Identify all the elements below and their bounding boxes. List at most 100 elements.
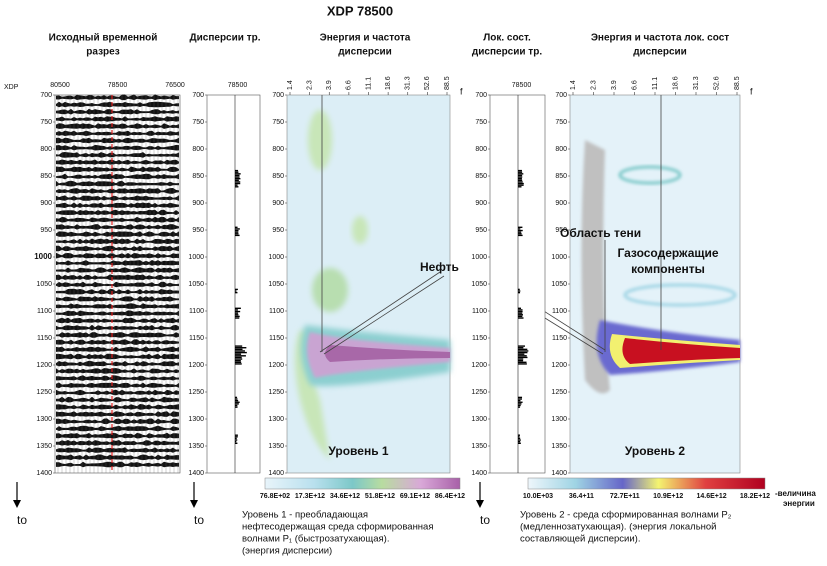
reflector [56,425,179,432]
colorbar-label: 17.3E+12 [295,493,325,500]
colorbar-label: 69.1E+12 [400,493,430,500]
colorbar-unit: энергии [783,499,815,508]
axis-end-label: f [460,86,463,96]
reflector [56,274,179,281]
depth-tick-label: 900 [192,200,204,207]
panel-title: дисперсии тр. [472,47,542,58]
depth-tick-label: 1000 [471,254,487,261]
reflector [56,152,179,158]
reflector [56,317,179,324]
reflector [56,130,179,136]
reflector [56,166,179,173]
figure-title: XDP 78500 [327,3,393,18]
depth-tick-label: 1350 [551,443,567,450]
depth-tick-label: 1100 [472,308,487,315]
reflector [56,303,179,309]
depth-tick-label: 1050 [268,281,284,288]
depth-tick-label: 1050 [188,281,204,288]
depth-tick-label: 700 [475,92,487,99]
caption: нефтесодержащая среда сформированная [242,522,433,533]
top-tick-label: 2.3 [590,80,597,90]
depth-tick-label: 1150 [37,335,52,342]
reflector [56,116,179,122]
reflector [56,137,179,144]
depth-tick-label: 700 [555,92,567,99]
reflector [56,324,179,331]
depth-tick-label: 700 [192,92,204,99]
reflector [56,281,179,288]
depth-tick-label: 1150 [552,335,567,342]
top-tick-label: 88.5 [734,76,741,90]
depth-tick-label: 1300 [551,416,567,423]
depth-tick-label: 900 [40,200,52,207]
depth-tick-label: 850 [475,173,487,180]
depth-tick-label: 1200 [268,362,284,369]
shadow-label: Область тени [560,226,641,240]
level-label: Уровень 1 [328,444,389,458]
depth-tick-label: 1250 [188,389,204,396]
depth-tick-label: 900 [272,200,284,207]
depth-tick-label: 1400 [268,470,284,477]
reflector [56,101,179,108]
panel-title: дисперсии [338,47,392,58]
depth-tick-label: 800 [475,146,487,153]
depth-tick-label: 800 [272,146,284,153]
axis-end-label: f [750,86,753,96]
depth-tick-label: 700 [272,92,284,99]
time-arrow-head [13,500,21,508]
top-tick-label: 11.1 [652,77,659,90]
depth-tick-label: 1000 [34,252,52,261]
top-tick-label: 78500 [512,82,532,89]
trace-frame [489,94,546,474]
reflector [56,360,179,367]
reflector [56,432,179,439]
depth-tick-label: 1050 [471,281,487,288]
top-tick-label: 6.6 [631,80,638,90]
colorbar-label: 34.6E+12 [330,493,360,500]
caption: Уровень 1 - преобладающая [242,510,368,521]
depth-tick-label: 1400 [471,470,487,477]
reflector [56,231,179,237]
reflector [56,188,179,194]
reflector [56,108,179,115]
depth-tick-label: 1000 [188,254,204,261]
level-label: Уровень 2 [625,444,686,458]
top-tick-label: 1.4 [570,80,577,90]
reflector [56,404,179,410]
depth-tick-label: 900 [475,200,487,207]
oil-label: Нефть [420,260,459,274]
gas-label: Газосодержащие [617,246,718,260]
reflector [56,123,179,129]
depth-tick-label: 1250 [36,389,52,396]
reflector [56,461,179,468]
reflector [56,202,179,209]
reflector [56,411,179,417]
depth-tick-label: 900 [555,200,567,207]
depth-tick-label: 1250 [268,389,284,396]
depth-tick-label: 1150 [189,335,204,342]
top-tick-label: 3.9 [611,80,618,90]
trace-frame [206,94,261,474]
panel-title: Лок. сост. [483,33,531,44]
depth-tick-label: 1300 [36,416,52,423]
panel-title: Энергия и частота лок. сост [591,33,729,44]
depth-tick-label: 1000 [551,254,567,261]
depth-tick-label: 950 [192,227,204,234]
depth-tick-label: 1150 [472,335,487,342]
depth-tick-label: 1100 [37,308,52,315]
reflector [56,245,179,252]
depth-tick-label: 1250 [551,389,567,396]
top-tick-label: 1.4 [287,80,294,90]
depth-tick-label: 750 [555,119,567,126]
time-arrow-head [476,500,484,508]
reflector [56,353,179,360]
depth-tick-label: 800 [555,146,567,153]
reflector [56,418,179,425]
top-tick-label: 80500 [50,82,70,89]
depth-tick-label: 1300 [471,416,487,423]
reflector [56,288,179,295]
depth-tick-label: 950 [475,227,487,234]
depth-tick-label: 1400 [551,470,567,477]
reflector [56,389,179,396]
colorbar-label: 14.6E+12 [697,493,727,500]
